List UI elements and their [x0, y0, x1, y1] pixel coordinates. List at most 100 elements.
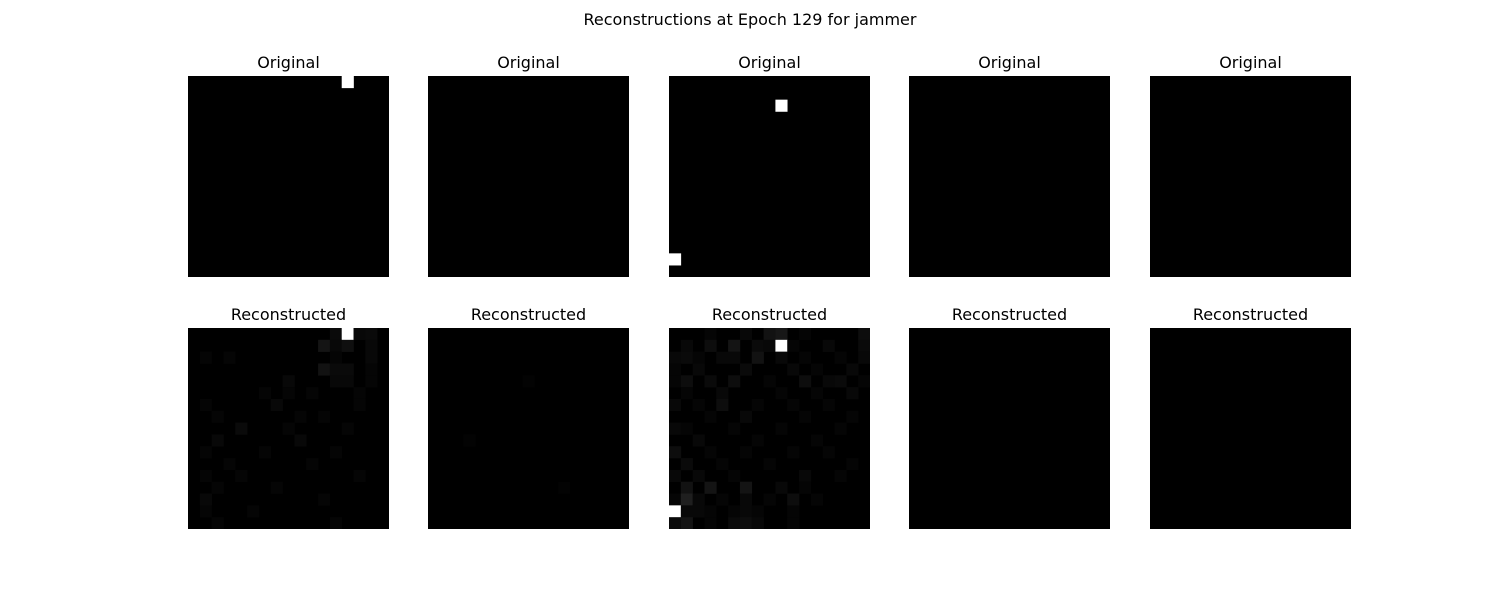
- pixel-grid: [1150, 76, 1351, 277]
- pixel-cell: [787, 446, 800, 459]
- pixel-cell: [341, 422, 354, 435]
- pixel-cell: [704, 339, 717, 352]
- reconstructed-image-2: [428, 328, 629, 529]
- pixel-cell: [810, 493, 823, 506]
- pixel-cell: [799, 410, 812, 423]
- pixel-cell: [669, 469, 682, 482]
- image-background: [1150, 76, 1351, 277]
- pixel-cell: [680, 481, 693, 494]
- pixel-cell: [329, 351, 342, 364]
- pixel-cell: [294, 410, 307, 423]
- pixel-grid: [909, 328, 1110, 529]
- panel-title: Original: [257, 53, 320, 72]
- pixel-cell: [728, 505, 741, 518]
- pixel-cell: [680, 375, 693, 388]
- pixel-cell: [680, 387, 693, 400]
- pixel-cell: [329, 328, 342, 341]
- pixel-grid: [1150, 328, 1351, 529]
- original-image-2: [428, 76, 629, 277]
- pixel-cell: [341, 328, 354, 341]
- pixel-cell: [258, 446, 272, 459]
- pixel-cell: [846, 387, 859, 400]
- pixel-cell: [787, 363, 800, 376]
- image-background: [909, 328, 1110, 529]
- panel-title: Reconstructed: [230, 305, 347, 324]
- pixel-cell: [211, 434, 224, 447]
- pixel-cell: [669, 398, 682, 412]
- pixel-cell: [199, 469, 212, 482]
- pixel-cell: [294, 434, 307, 447]
- pixel-cell: [211, 517, 224, 529]
- reconstructed-panel-2: Reconstructed: [428, 304, 629, 529]
- pixel-cell: [680, 422, 693, 435]
- pixel-grid: [669, 328, 870, 529]
- pixel-grid: [428, 328, 629, 529]
- pixel-cell: [739, 517, 753, 529]
- pixel-cell: [799, 469, 812, 482]
- pixel-cell: [282, 375, 295, 388]
- image-background: [428, 328, 629, 529]
- pixel-cell: [680, 493, 693, 506]
- pixel-cell: [751, 505, 764, 518]
- pixel-cell: [211, 481, 224, 494]
- pixel-cell: [716, 398, 729, 412]
- pixel-cell: [739, 481, 753, 494]
- pixel-cell: [669, 363, 682, 376]
- pixel-cell: [775, 422, 788, 435]
- reconstructed-image-1: [188, 328, 389, 529]
- pixel-cell: [739, 505, 753, 518]
- pixel-cell: [799, 481, 812, 494]
- pixel-cell: [341, 76, 354, 89]
- pixel-cell: [834, 422, 847, 435]
- pixel-cell: [558, 481, 571, 494]
- pixel-cell: [858, 375, 870, 388]
- pixel-cell: [669, 253, 682, 266]
- pixel-cell: [846, 458, 859, 471]
- pixel-cell: [704, 328, 717, 341]
- pixel-cell: [834, 351, 847, 364]
- pixel-cell: [306, 458, 319, 471]
- pixel-cell: [680, 351, 693, 364]
- pixel-cell: [775, 328, 788, 341]
- pixel-cell: [669, 505, 682, 518]
- pixel-cell: [775, 339, 788, 352]
- pixel-cell: [463, 434, 476, 447]
- pixel-cell: [365, 328, 378, 341]
- pixel-cell: [763, 493, 776, 506]
- original-panel-2: Original: [428, 52, 629, 277]
- pixel-cell: [329, 363, 342, 376]
- panel-title: Reconstructed: [711, 305, 828, 324]
- pixel-cell: [522, 375, 535, 388]
- pixel-cell: [846, 410, 859, 423]
- pixel-cell: [822, 375, 835, 388]
- pixel-cell: [751, 398, 764, 412]
- pixel-cell: [235, 422, 248, 435]
- pixel-cell: [728, 469, 741, 482]
- pixel-cell: [858, 328, 870, 341]
- pixel-cell: [704, 446, 717, 459]
- pixel-cell: [341, 363, 354, 376]
- pixel-cell: [704, 410, 717, 423]
- pixel-cell: [810, 363, 823, 376]
- pixel-cell: [787, 339, 800, 352]
- pixel-cell: [775, 481, 788, 494]
- image-background: [1150, 328, 1351, 529]
- pixel-cell: [223, 351, 236, 364]
- pixel-cell: [306, 387, 319, 400]
- pixel-cell: [318, 339, 331, 352]
- pixel-cell: [775, 99, 788, 112]
- pixel-cell: [680, 458, 693, 471]
- reconstructed-panel-3: Reconstructed: [669, 304, 870, 529]
- pixel-cell: [822, 339, 835, 352]
- pixel-cell: [669, 375, 682, 388]
- pixel-cell: [751, 339, 764, 352]
- pixel-grid: [428, 76, 629, 277]
- pixel-cell: [704, 481, 717, 494]
- figure-title: Reconstructions at Epoch 129 for jammer: [583, 10, 917, 29]
- pixel-cell: [692, 505, 705, 518]
- pixel-cell: [846, 363, 859, 376]
- pixel-cell: [728, 422, 741, 435]
- pixel-cell: [763, 339, 776, 352]
- panel-title: Reconstructed: [470, 305, 587, 324]
